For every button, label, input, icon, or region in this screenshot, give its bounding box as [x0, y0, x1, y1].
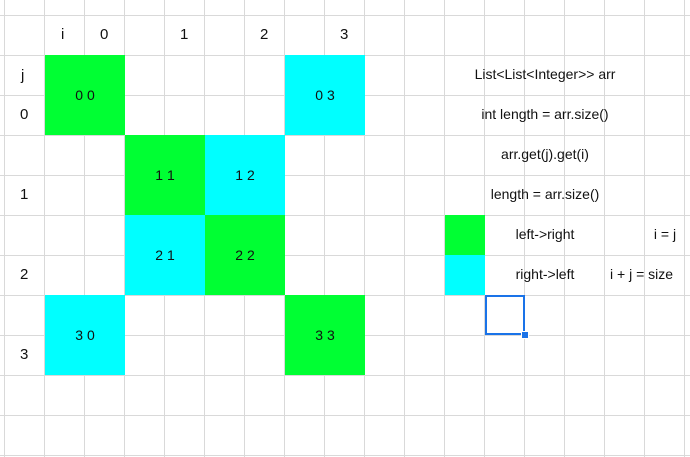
row-label-0: 0: [20, 106, 29, 123]
legend-cyan-rule: i + j = size: [610, 266, 674, 282]
legend-green-swatch[interactable]: [445, 215, 485, 255]
cell-2-1-text: 2 1: [155, 247, 175, 263]
cell-1-2[interactable]: 1 2: [205, 135, 285, 215]
cell-1-1[interactable]: 1 1: [125, 135, 205, 215]
cell-2-2[interactable]: 2 2: [205, 215, 285, 295]
header-col-1: 1: [180, 26, 189, 43]
cell-0-3-text: 0 3: [315, 87, 335, 103]
legend-cyan-swatch[interactable]: [445, 255, 485, 295]
cell-3-3-text: 3 3: [315, 327, 335, 343]
header-i-label: i: [61, 26, 65, 43]
note-declaration: List<List<Integer>> arr: [474, 66, 616, 82]
cell-1-2-text: 1 2: [235, 167, 255, 183]
cell-0-3[interactable]: 0 3: [285, 55, 365, 135]
header-col-2: 2: [260, 26, 269, 43]
note-length: int length = arr.size(): [481, 106, 609, 122]
row-label-1: 1: [20, 186, 29, 203]
header-col-3: 3: [340, 26, 349, 43]
cell-1-1-text: 1 1: [155, 167, 175, 183]
cell-3-0-text: 3 0: [75, 327, 95, 343]
cell-3-0[interactable]: 3 0: [45, 295, 125, 375]
cell-3-3[interactable]: 3 3: [285, 295, 365, 375]
row-label-2: 2: [20, 266, 29, 283]
legend-green-label: left->right: [515, 226, 575, 242]
row-j-label: j: [21, 67, 25, 84]
cell-0-0-text: 0 0: [75, 87, 95, 103]
cell-0-0[interactable]: 0 0: [45, 55, 125, 135]
note-get: arr.get(j).get(i): [501, 146, 589, 162]
row-label-3: 3: [20, 346, 29, 363]
cell-2-1[interactable]: 2 1: [125, 215, 205, 295]
legend-green-rule: i = j: [653, 226, 677, 242]
note-length-assign: length = arr.size(): [490, 186, 600, 202]
fill-handle[interactable]: [521, 331, 529, 339]
selected-cell[interactable]: [485, 295, 525, 335]
header-col-0: 0: [100, 26, 109, 43]
legend-cyan-label: right->left: [515, 266, 575, 282]
cell-2-2-text: 2 2: [235, 247, 255, 263]
